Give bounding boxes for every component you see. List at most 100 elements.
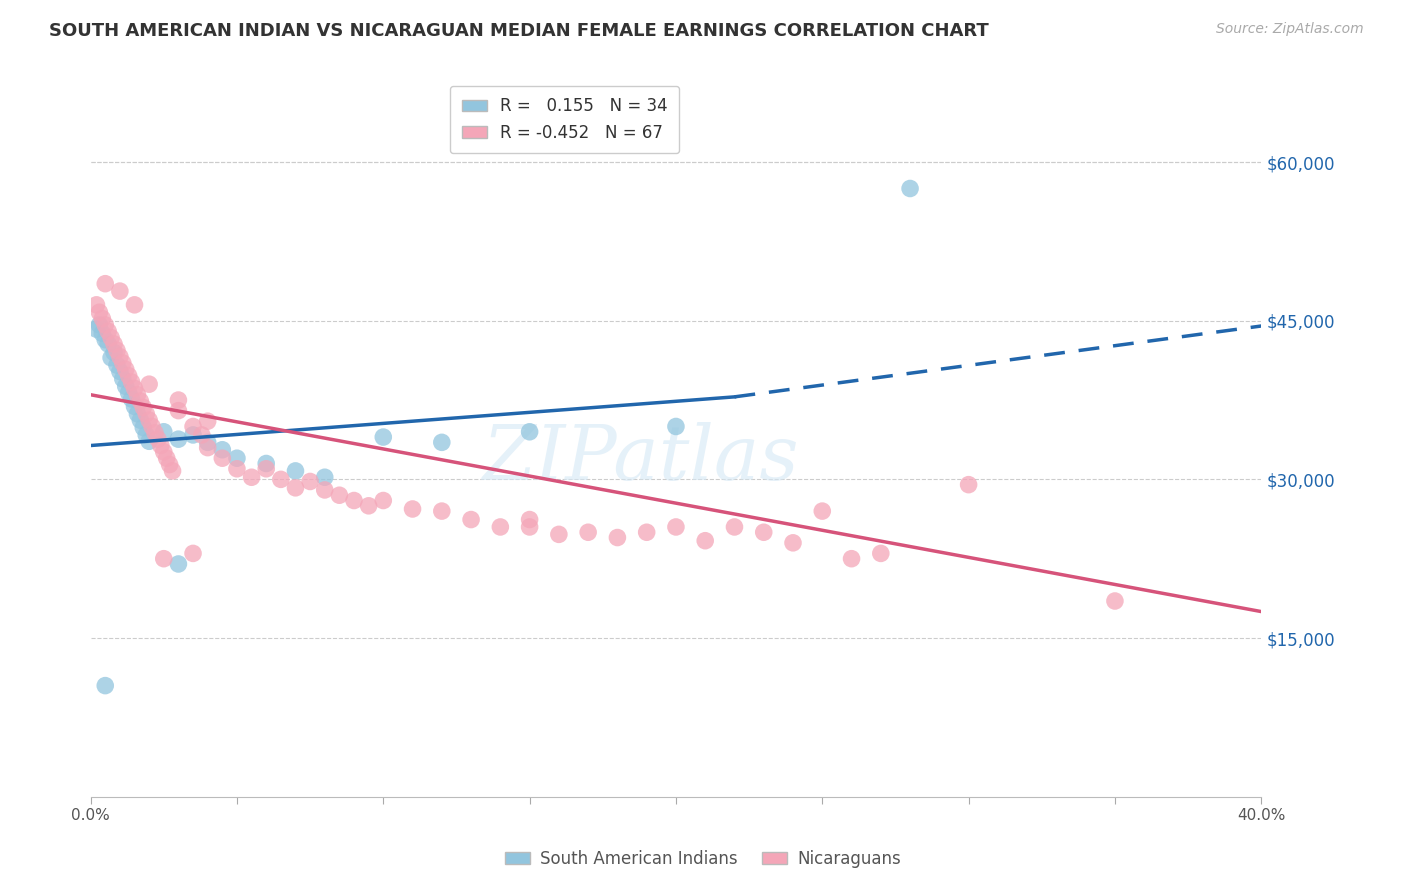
Point (124, 400, 146, 414)
Point (181, 428, 204, 442)
Point (97, 337, 120, 351)
Legend: South American Indians, Nicaraguans: South American Indians, Nicaraguans (498, 844, 908, 875)
Point (152, 445, 174, 459)
Point (97, 324, 120, 338)
Point (226, 451, 249, 466)
Point (898, 181, 921, 195)
Point (636, 525, 658, 540)
Point (152, 425, 174, 439)
Point (723, 520, 745, 534)
Point (94, 318, 117, 332)
Point (343, 493, 366, 508)
Point (129, 394, 152, 409)
Text: Source: ZipAtlas.com: Source: ZipAtlas.com (1216, 22, 1364, 37)
Point (430, 504, 453, 518)
Point (211, 442, 233, 457)
Point (94, 679, 117, 693)
Point (167, 392, 190, 407)
Point (752, 525, 775, 540)
Point (167, 403, 190, 417)
Point (89, 318, 111, 332)
Point (100, 351, 122, 365)
Point (782, 536, 804, 550)
Point (197, 441, 219, 455)
Point (240, 470, 263, 484)
Point (135, 407, 157, 421)
Point (138, 434, 160, 449)
Point (89, 305, 111, 319)
Point (270, 472, 292, 486)
Point (519, 425, 541, 439)
Point (211, 451, 233, 466)
Point (226, 462, 249, 476)
Point (103, 337, 125, 351)
Point (152, 551, 174, 566)
Point (162, 464, 184, 478)
Point (519, 512, 541, 526)
Point (138, 377, 160, 392)
Point (132, 401, 155, 415)
Point (114, 379, 136, 393)
Point (430, 435, 453, 450)
Point (373, 430, 395, 444)
Point (167, 432, 190, 446)
Point (127, 388, 149, 402)
Point (665, 419, 688, 434)
Point (105, 358, 128, 372)
Text: SOUTH AMERICAN INDIAN VS NICARAGUAN MEDIAN FEMALE EARNINGS CORRELATION CHART: SOUTH AMERICAN INDIAN VS NICARAGUAN MEDI… (49, 22, 988, 40)
Point (547, 527, 569, 541)
Point (143, 425, 166, 440)
Point (124, 381, 146, 395)
Point (108, 350, 131, 364)
Point (181, 546, 204, 560)
Point (86, 322, 108, 336)
Point (197, 414, 219, 428)
Point (108, 364, 131, 378)
Point (114, 362, 136, 376)
Point (129, 413, 152, 427)
Point (373, 493, 395, 508)
Point (94, 333, 117, 347)
Point (127, 407, 149, 421)
Point (197, 435, 219, 450)
Point (121, 375, 143, 389)
Point (149, 438, 172, 452)
Point (665, 520, 688, 534)
Point (159, 458, 181, 472)
Point (519, 520, 541, 534)
Point (100, 331, 122, 345)
Point (135, 428, 157, 442)
Point (489, 520, 512, 534)
Point (314, 470, 336, 484)
Point (105, 343, 128, 358)
Point (124, 298, 146, 312)
Point (138, 413, 160, 427)
Legend: R =   0.155   N = 34, R = -0.452   N = 67: R = 0.155 N = 34, R = -0.452 N = 67 (450, 86, 679, 153)
Point (284, 481, 307, 495)
Point (91, 311, 114, 326)
Point (254, 462, 277, 476)
Point (103, 345, 125, 359)
Point (191, 428, 214, 442)
Point (108, 284, 131, 298)
Point (401, 502, 423, 516)
Point (314, 483, 336, 497)
Point (111, 356, 134, 370)
Point (1104, 594, 1126, 608)
Point (156, 451, 179, 466)
Point (841, 551, 863, 566)
Text: ZIPatlas: ZIPatlas (482, 422, 799, 496)
Point (86, 298, 108, 312)
Point (118, 368, 141, 383)
Point (695, 533, 717, 548)
Point (167, 557, 190, 571)
Point (576, 525, 599, 540)
Point (94, 277, 117, 291)
Point (254, 457, 277, 471)
Point (146, 432, 169, 446)
Point (141, 419, 163, 434)
Point (869, 546, 891, 560)
Point (181, 419, 204, 434)
Point (118, 385, 141, 400)
Point (111, 372, 134, 386)
